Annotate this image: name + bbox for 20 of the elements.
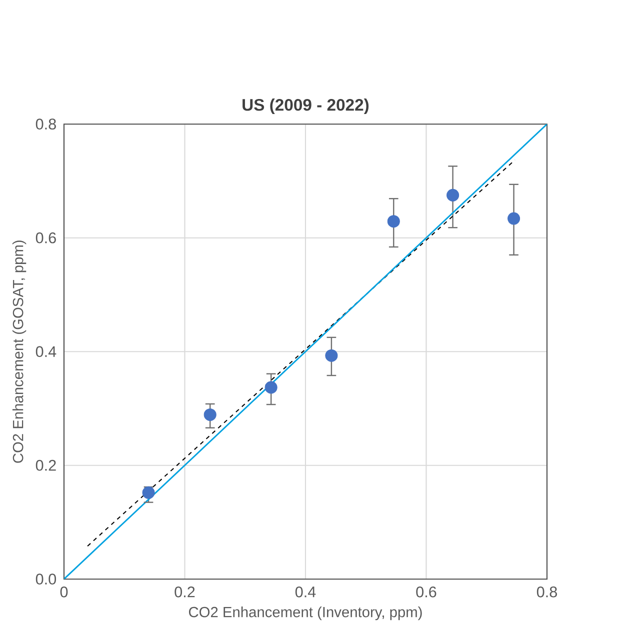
x-tick-label: 0.8: [536, 586, 557, 598]
y-tick-label: 0.2: [36, 460, 56, 471]
x-tick-label: 0: [60, 586, 68, 598]
y-tick-label: 0.6: [36, 232, 56, 244]
y-tick-label: 0.8: [36, 118, 56, 130]
point: [264, 381, 278, 394]
point: [142, 486, 155, 499]
point: [325, 349, 338, 362]
point: [204, 408, 216, 422]
point: [446, 188, 460, 202]
y-tick-label: 0.0: [36, 574, 56, 585]
x-tick-label: 0.4: [295, 586, 316, 598]
y-axis-title: CO2 Enhancement (GOSAT, ppm): [12, 240, 26, 463]
point: [387, 215, 400, 228]
x-axis-title: CO2 Enhancement (Inventory, ppm): [188, 606, 422, 620]
y-tick-label: 0.4: [36, 346, 56, 358]
chart-title: US (2009 - 2022): [242, 98, 369, 114]
x-tick-label: 0.2: [174, 586, 195, 598]
x-tick-label: 0.6: [416, 586, 436, 598]
point: [508, 212, 520, 225]
